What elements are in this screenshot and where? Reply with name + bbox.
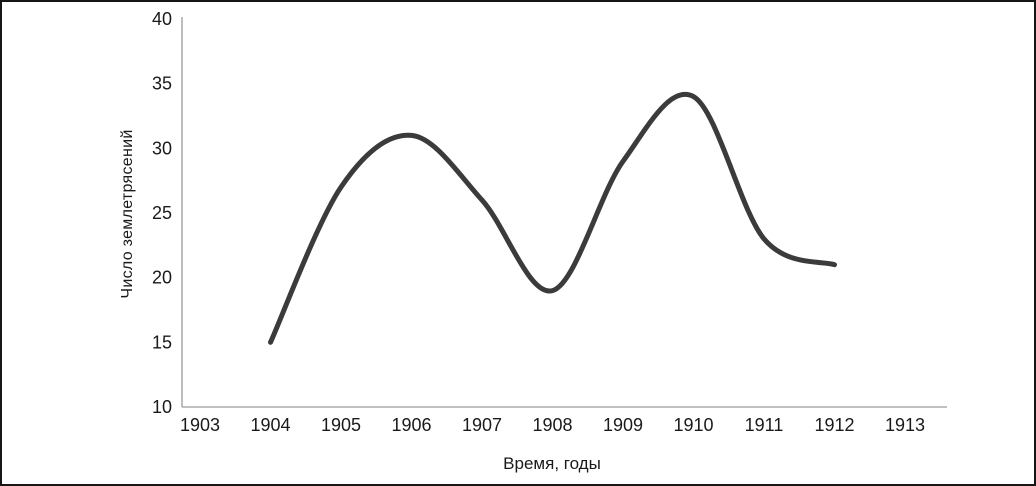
x-tick-label: 1912 (814, 415, 854, 435)
x-tick-label: 1913 (885, 415, 925, 435)
x-tick-label: 1909 (603, 415, 643, 435)
x-tick-label: 1903 (180, 415, 220, 435)
y-tick-label: 10 (152, 397, 172, 417)
y-tick-label: 20 (152, 268, 172, 288)
y-tick-label: 35 (152, 74, 172, 94)
x-tick-label: 1906 (391, 415, 431, 435)
y-axis-title: Число землетрясений (119, 129, 136, 299)
x-tick-label: 1905 (321, 415, 361, 435)
x-tick-label: 1910 (673, 415, 713, 435)
y-tick-label: 15 (152, 332, 172, 352)
x-tick-label: 1907 (462, 415, 502, 435)
x-tick-label: 1911 (745, 415, 784, 435)
x-axis-title: Время, годы (503, 454, 601, 473)
y-tick-label: 40 (152, 9, 172, 29)
x-tick-label: 1908 (532, 415, 572, 435)
y-tick-label: 25 (152, 203, 172, 223)
x-tick-label: 1904 (250, 415, 290, 435)
earthquake-count-series-line (268, 91, 837, 345)
y-tick-label: 30 (152, 138, 172, 158)
